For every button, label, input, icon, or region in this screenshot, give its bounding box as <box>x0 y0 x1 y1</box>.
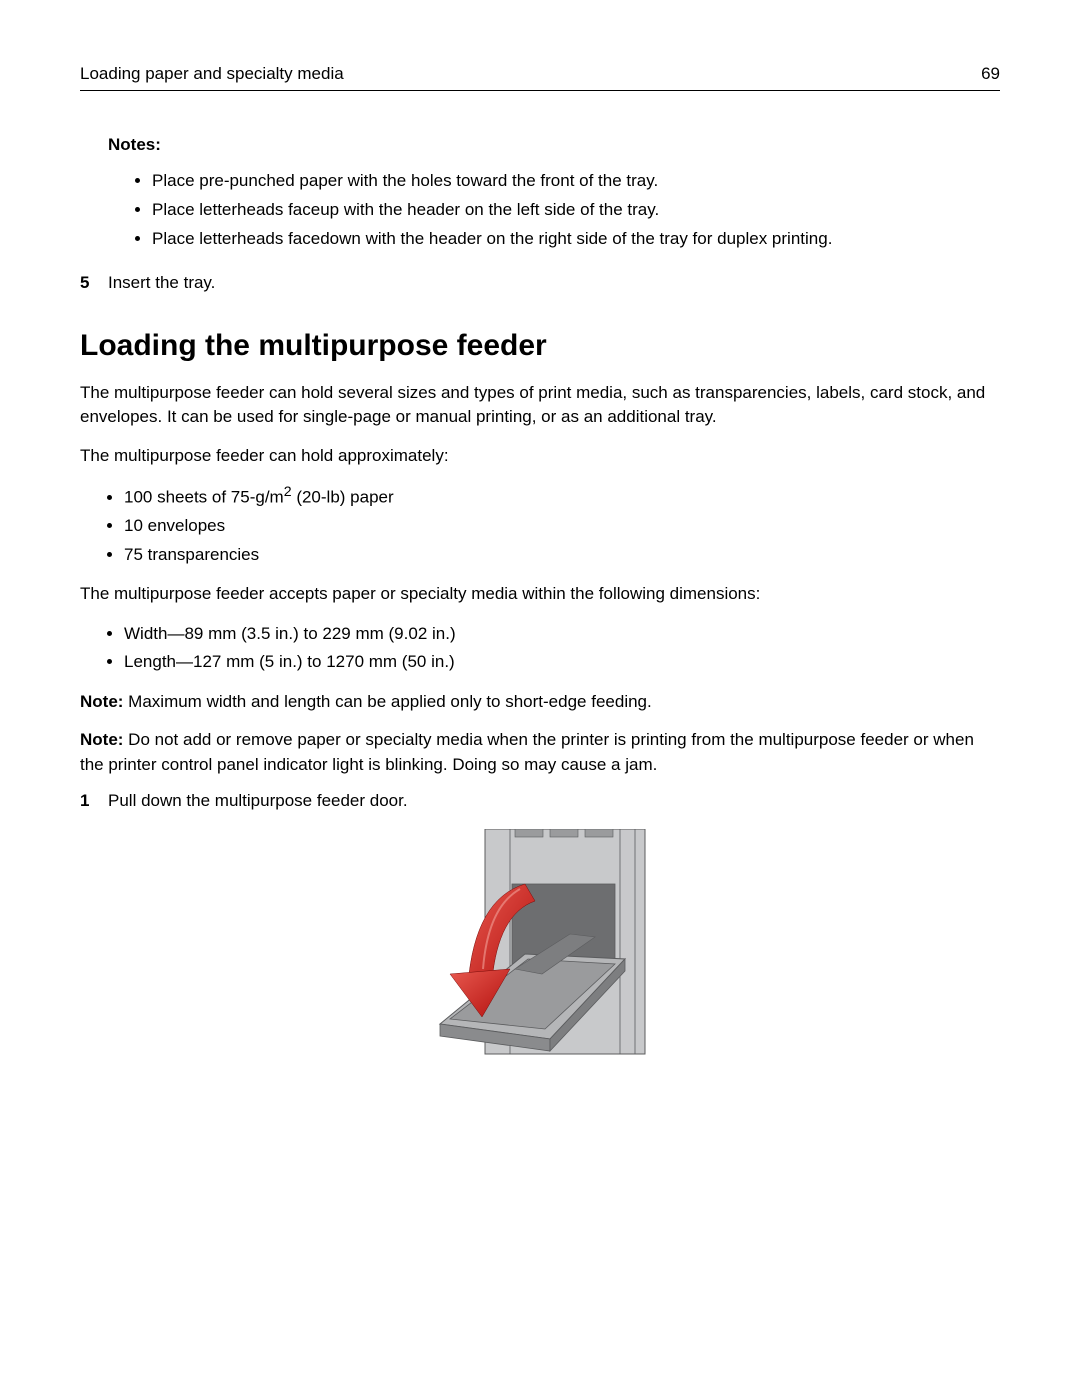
step-number: 1 <box>80 791 108 811</box>
capacity-item: 75 transparencies <box>124 542 1000 568</box>
figure-container <box>80 829 1000 1079</box>
document-page: Loading paper and specialty media 69 Not… <box>0 0 1080 1143</box>
capacity-list: 100 sheets of 75‑g/m2 (20‑lb) paper 10 e… <box>124 482 1000 568</box>
step-5: 5 Insert the tray. <box>80 273 1000 293</box>
printer-feeder-illustration <box>420 829 660 1079</box>
intro-paragraph: The multipurpose feeder can hold several… <box>80 381 1000 430</box>
note-1: Note: Maximum width and length can be ap… <box>80 690 1000 715</box>
dimensions-list: Width—89 mm (3.5 in.) to 229 mm (9.02 in… <box>124 621 1000 676</box>
step-text: Pull down the multipurpose feeder door. <box>108 791 408 811</box>
capacity-text: 10 envelopes <box>124 516 225 535</box>
notes-item: Place letterheads faceup with the header… <box>152 196 1000 223</box>
step-text: Insert the tray. <box>108 273 215 293</box>
dimensions-intro: The multipurpose feeder accepts paper or… <box>80 582 1000 607</box>
capacity-item: 10 envelopes <box>124 513 1000 539</box>
dimensions-item: Length—127 mm (5 in.) to 1270 mm (50 in.… <box>124 649 1000 675</box>
step-1: 1 Pull down the multipurpose feeder door… <box>80 791 1000 811</box>
section-heading: Loading the multipurpose feeder <box>80 329 1000 363</box>
section-title: Loading paper and specialty media <box>80 64 344 84</box>
note-2: Note: Do not add or remove paper or spec… <box>80 728 1000 777</box>
notes-label: Notes: <box>108 135 1000 155</box>
capacity-intro: The multipurpose feeder can hold approxi… <box>80 444 1000 469</box>
notes-item: Place pre-punched paper with the holes t… <box>152 167 1000 194</box>
note-text: Do not add or remove paper or specialty … <box>80 730 974 774</box>
capacity-text: (20‑lb) paper <box>292 488 394 507</box>
note-label: Note: <box>80 692 123 711</box>
note-label: Note: <box>80 730 123 749</box>
dimensions-item: Width—89 mm (3.5 in.) to 229 mm (9.02 in… <box>124 621 1000 647</box>
page-header: Loading paper and specialty media 69 <box>80 64 1000 91</box>
notes-item: Place letterheads facedown with the head… <box>152 225 1000 252</box>
capacity-sup: 2 <box>284 484 292 500</box>
capacity-item: 100 sheets of 75‑g/m2 (20‑lb) paper <box>124 482 1000 511</box>
page-number: 69 <box>981 64 1000 84</box>
capacity-text: 100 sheets of 75‑g/m <box>124 488 284 507</box>
step-number: 5 <box>80 273 108 293</box>
notes-block: Notes: Place pre-punched paper with the … <box>108 135 1000 253</box>
note-text: Maximum width and length can be applied … <box>123 692 651 711</box>
capacity-text: 75 transparencies <box>124 545 259 564</box>
notes-list: Place pre-punched paper with the holes t… <box>152 167 1000 253</box>
